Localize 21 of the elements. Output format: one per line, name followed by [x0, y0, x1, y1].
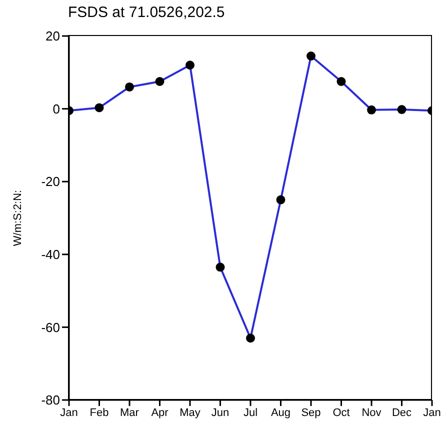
x-tick-label: May — [180, 406, 201, 419]
y-axis-title: W/m:S:2:N: — [12, 190, 24, 246]
x-tick-label: Nov — [362, 406, 382, 419]
y-tick-label: -20 — [41, 174, 60, 190]
chart-title: FSDS at 71.0526,202.5 — [68, 4, 225, 21]
x-tick-label: Jul — [243, 406, 258, 419]
y-tick-label: -40 — [41, 247, 60, 262]
x-tick-label: Mar — [120, 406, 140, 419]
y-tick-label: -60 — [41, 320, 60, 335]
x-tick-label: Jan — [60, 406, 78, 419]
x-tick-label: Apr — [151, 406, 169, 419]
x-tick-label: Jan — [423, 406, 441, 419]
x-tick-label: Dec — [392, 406, 412, 419]
x-tick-label: Sep — [301, 406, 321, 419]
x-tick-label: Feb — [90, 406, 109, 419]
y-tick-label: 20 — [46, 28, 60, 44]
x-tick-label: Aug — [270, 406, 291, 419]
y-tick-label: 0 — [52, 101, 60, 116]
x-tick-label: Jun — [211, 406, 230, 419]
y-tick-label: -80 — [41, 392, 60, 408]
x-tick-label: Oct — [332, 406, 350, 419]
